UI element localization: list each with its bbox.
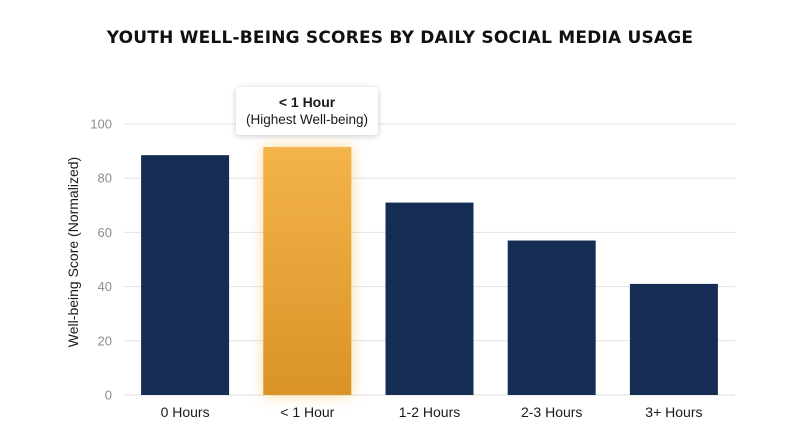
y-axis-title: Well-being Score (Normalized) xyxy=(65,157,81,347)
y-tick-label: 20 xyxy=(98,333,112,348)
bar xyxy=(385,202,474,395)
x-tick-label: 2-3 Hours xyxy=(521,404,582,420)
x-tick-label: 0 Hours xyxy=(161,404,210,420)
x-tick-label: 3+ Hours xyxy=(645,404,702,420)
bar xyxy=(507,240,596,395)
callout-subtitle: (Highest Well-being) xyxy=(246,112,369,127)
bar xyxy=(629,283,718,395)
callout-title: < 1 Hour xyxy=(278,94,336,110)
y-tick-label: 40 xyxy=(98,279,112,294)
bars xyxy=(141,147,718,395)
chart-title: YOUTH WELL-BEING SCORES BY DAILY SOCIAL … xyxy=(106,28,694,48)
y-tick-label: 60 xyxy=(98,225,112,240)
x-tick-label: < 1 Hour xyxy=(280,404,334,420)
bar-highlight xyxy=(263,147,352,395)
highlight-callout: < 1 Hour (Highest Well-being) xyxy=(236,87,379,135)
x-tick-label: 1-2 Hours xyxy=(399,404,460,420)
y-tick-label: 100 xyxy=(90,117,112,132)
y-tick-label: 0 xyxy=(105,388,112,403)
axis-labels: 0 20 40 60 80 100 0 Hours < 1 Hour 1-2 Hours 2-3 … xyxy=(90,117,702,421)
bar xyxy=(141,155,230,395)
y-tick-label: 80 xyxy=(98,171,112,186)
